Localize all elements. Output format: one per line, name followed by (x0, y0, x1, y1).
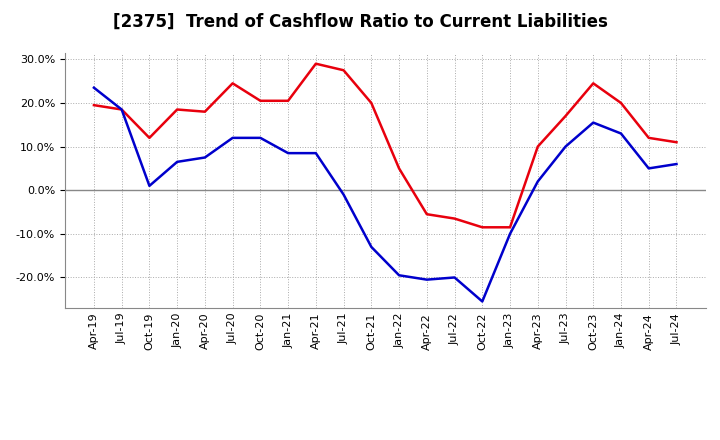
Text: [2375]  Trend of Cashflow Ratio to Current Liabilities: [2375] Trend of Cashflow Ratio to Curren… (112, 13, 608, 31)
Legend: Operating CF to Current Liabilities, Free CF to Current Liabilities: Operating CF to Current Liabilities, Fre… (131, 437, 639, 440)
